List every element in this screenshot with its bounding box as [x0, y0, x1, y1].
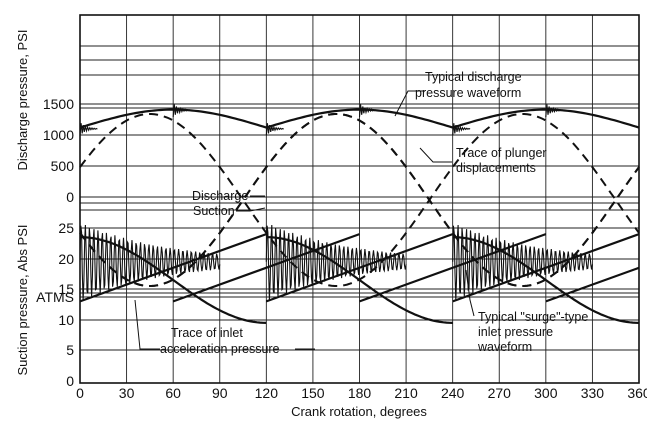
x-tick-120: 120	[255, 385, 279, 401]
discharge-ringing-3	[358, 104, 378, 118]
discharge-y-tick-1000: 1000	[43, 127, 74, 143]
series-surge-waveform-0	[79, 224, 221, 300]
x-tick-270: 270	[488, 385, 512, 401]
annot-discharge-wave-2: pressure waveform	[415, 86, 521, 100]
x-tick-240: 240	[441, 385, 465, 401]
discharge-y-tick-1500: 1500	[43, 96, 74, 112]
annot-plunger-2: displacements	[456, 161, 536, 175]
suction-y-tick-ATMS: ATMS	[36, 289, 74, 305]
x-tick-60: 60	[165, 385, 181, 401]
x-tick-30: 30	[119, 385, 135, 401]
series-plunger-displacement-c	[79, 113, 640, 287]
x-tick-90: 90	[212, 385, 228, 401]
tick-labels: 0 30 60 90 120 150 180 210 240 270 300 330 360050010…	[36, 96, 647, 401]
annot-discharge-word: Discharge	[192, 189, 248, 203]
suction-y-tick-0: 0	[66, 373, 74, 389]
x-tick-0: 0	[76, 385, 84, 401]
suction-y-tick-25: 25	[58, 220, 74, 236]
series-surge-waveform-1	[265, 224, 407, 300]
discharge-y-tick-500: 500	[51, 158, 75, 174]
leader-suction-word	[236, 207, 266, 212]
x-tick-210: 210	[394, 385, 418, 401]
annot-inlet-accel-1: Trace of inlet	[171, 326, 243, 340]
plot-frame	[79, 14, 640, 384]
series-discharge-waveform	[79, 108, 640, 129]
x-tick-150: 150	[301, 385, 325, 401]
discharge-ringing-4	[452, 123, 471, 136]
series-surge-waveform-2	[452, 224, 593, 300]
x-axis-label: Crank rotation, degrees	[291, 404, 427, 419]
x-tick-300: 300	[534, 385, 558, 401]
discharge-y-axis-label: Discharge pressure, PSI	[15, 30, 30, 171]
suction-y-tick-20: 20	[58, 251, 74, 267]
annot-surge-1: Typical "surge"-type	[478, 310, 588, 324]
annot-discharge-wave-1: Typical discharge	[425, 70, 522, 84]
annot-inlet-accel-2: acceleration pressure	[160, 342, 280, 356]
annot-plunger-1: Trace of plunger	[456, 146, 547, 160]
leader-inlet-accel	[134, 299, 160, 350]
x-tick-180: 180	[348, 385, 372, 401]
suction-y-tick-10: 10	[58, 312, 74, 328]
x-tick-330: 330	[581, 385, 605, 401]
discharge-ringing-0	[79, 123, 98, 136]
discharge-ringing-2	[265, 123, 284, 136]
leader-surge	[465, 269, 475, 317]
grid-lines	[79, 15, 640, 383]
annot-surge-2: inlet pressure	[478, 325, 553, 339]
annot-surge-3: waveform	[477, 340, 532, 354]
discharge-ringing-5	[545, 104, 564, 118]
discharge-ringing-1	[172, 104, 191, 118]
suction-y-tick-5: 5	[66, 342, 74, 358]
leader-discharge-wave	[394, 90, 425, 117]
x-tick-360: 360	[627, 385, 647, 401]
suction-y-tick-15: 15	[58, 281, 74, 297]
discharge-y-tick-0: 0	[66, 189, 74, 205]
data-lines	[79, 104, 640, 324]
suction-y-axis-label: Suction pressure, Abs PSI	[15, 224, 30, 375]
leader-plunger	[419, 147, 452, 163]
annot-suction-word: Suction	[193, 204, 235, 218]
annotations: Typical discharge pressure waveform Trac…	[134, 70, 588, 356]
